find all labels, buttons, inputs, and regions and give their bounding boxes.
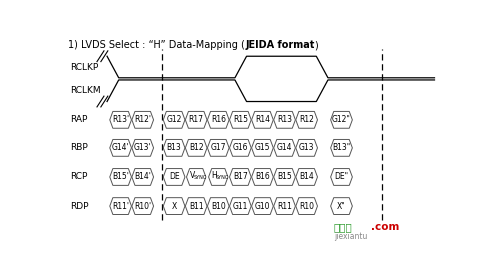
Polygon shape: [330, 139, 352, 156]
Text: R11': R11': [112, 202, 129, 211]
Polygon shape: [296, 111, 318, 128]
Text: RDP: RDP: [70, 202, 89, 211]
Text: R10: R10: [299, 202, 314, 211]
Text: G12": G12": [332, 115, 351, 124]
Text: R13': R13': [112, 115, 129, 124]
Text: G10: G10: [254, 202, 270, 211]
Text: H: H: [212, 171, 218, 180]
Text: .com: .com: [370, 222, 399, 232]
Text: RCLKP: RCLKP: [70, 62, 98, 71]
Text: G17: G17: [210, 143, 226, 152]
Polygon shape: [110, 111, 132, 128]
Polygon shape: [163, 111, 185, 128]
Polygon shape: [252, 139, 274, 156]
Text: R12: R12: [299, 115, 314, 124]
Polygon shape: [132, 111, 154, 128]
Text: X": X": [337, 202, 346, 211]
Polygon shape: [330, 169, 352, 185]
Polygon shape: [186, 111, 207, 128]
Polygon shape: [296, 198, 318, 214]
Polygon shape: [132, 139, 154, 156]
Polygon shape: [110, 198, 132, 214]
Polygon shape: [330, 111, 352, 128]
Text: B16: B16: [255, 172, 270, 181]
Text: B15': B15': [112, 172, 129, 181]
Polygon shape: [186, 198, 207, 214]
Text: G13: G13: [299, 143, 314, 152]
Polygon shape: [186, 139, 207, 156]
Text: G15: G15: [254, 143, 270, 152]
Polygon shape: [208, 198, 229, 214]
Polygon shape: [163, 169, 185, 185]
Text: DE": DE": [334, 172, 348, 181]
Text: 接线图: 接线图: [334, 222, 352, 232]
Text: B10: B10: [211, 202, 226, 211]
Text: RCLKM: RCLKM: [70, 86, 101, 95]
Text: B12: B12: [189, 143, 204, 152]
Polygon shape: [230, 111, 251, 128]
Polygon shape: [132, 169, 154, 185]
Text: B13": B13": [332, 143, 350, 152]
Polygon shape: [252, 169, 274, 185]
Text: R10': R10': [134, 202, 152, 211]
Polygon shape: [274, 198, 295, 214]
Polygon shape: [274, 139, 295, 156]
Text: B17: B17: [233, 172, 248, 181]
Polygon shape: [330, 198, 352, 214]
Polygon shape: [186, 169, 206, 185]
Text: G14': G14': [112, 143, 130, 152]
Text: RAP: RAP: [70, 115, 87, 124]
Text: R14: R14: [255, 115, 270, 124]
Text: B11: B11: [189, 202, 204, 211]
Polygon shape: [274, 169, 295, 185]
Text: B14: B14: [299, 172, 314, 181]
Polygon shape: [230, 139, 251, 156]
Polygon shape: [296, 139, 318, 156]
Polygon shape: [208, 111, 229, 128]
Text: X: X: [172, 202, 176, 211]
Polygon shape: [296, 169, 318, 185]
Text: ): ): [314, 40, 318, 50]
Text: B13: B13: [166, 143, 182, 152]
Text: G14: G14: [277, 143, 292, 152]
Polygon shape: [274, 111, 295, 128]
Text: R12': R12': [134, 115, 151, 124]
Polygon shape: [252, 198, 274, 214]
Polygon shape: [163, 198, 185, 214]
Polygon shape: [110, 169, 132, 185]
Text: R16: R16: [211, 115, 226, 124]
Polygon shape: [252, 111, 274, 128]
Polygon shape: [230, 169, 251, 185]
Polygon shape: [230, 198, 251, 214]
Text: G12: G12: [166, 115, 182, 124]
Text: R11: R11: [277, 202, 292, 211]
Text: 1) LVDS Select : “H” Data-Mapping (: 1) LVDS Select : “H” Data-Mapping (: [68, 40, 245, 50]
Text: SYNC: SYNC: [194, 175, 206, 180]
Text: G16: G16: [232, 143, 248, 152]
Polygon shape: [132, 198, 154, 214]
Text: R17: R17: [188, 115, 204, 124]
Text: B14': B14': [134, 172, 151, 181]
Text: RBP: RBP: [70, 143, 88, 152]
Text: G13': G13': [134, 143, 152, 152]
Text: R13: R13: [277, 115, 292, 124]
Text: JEIDA format: JEIDA format: [245, 40, 314, 50]
Text: R15: R15: [233, 115, 248, 124]
Polygon shape: [208, 169, 228, 185]
Polygon shape: [163, 139, 185, 156]
Text: jiexiantu: jiexiantu: [334, 232, 367, 241]
Text: V: V: [190, 171, 195, 180]
Text: SYNC: SYNC: [216, 175, 229, 180]
Polygon shape: [208, 139, 229, 156]
Text: RCP: RCP: [70, 172, 87, 181]
Polygon shape: [110, 139, 132, 156]
Text: DE: DE: [169, 172, 179, 181]
Text: G11: G11: [232, 202, 248, 211]
Text: B15: B15: [277, 172, 292, 181]
